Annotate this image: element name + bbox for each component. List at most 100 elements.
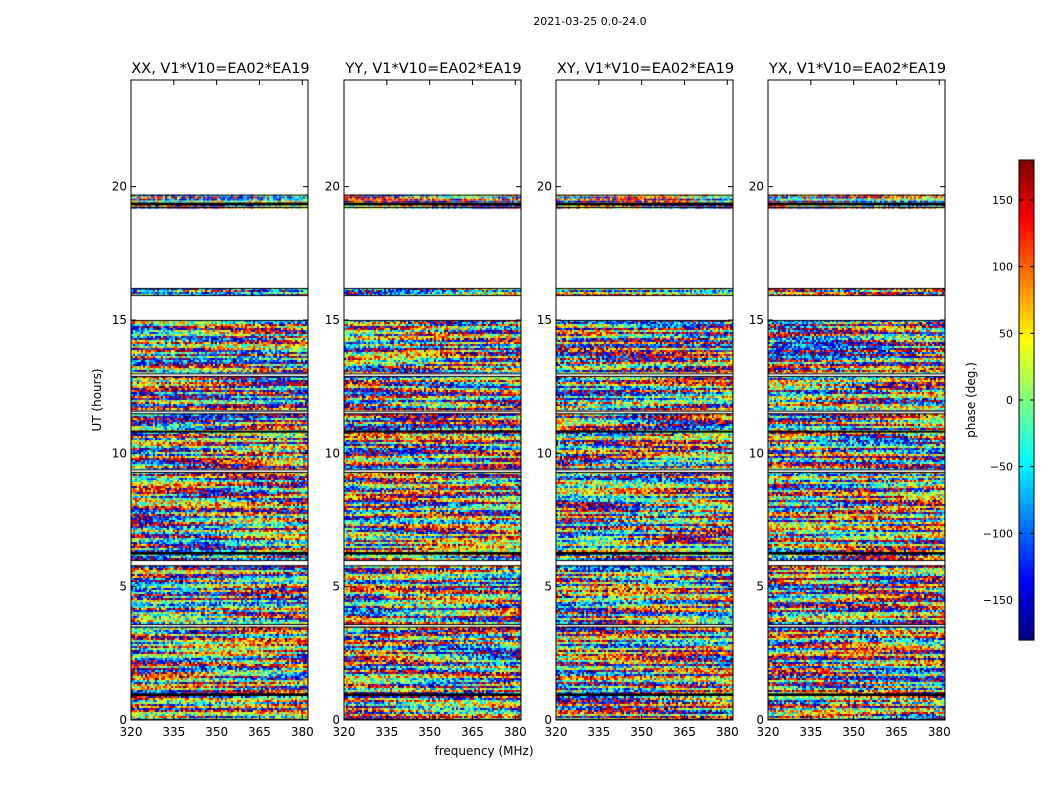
colorbar-tick-label: −150 (983, 594, 1013, 607)
colorbar-segment (1019, 440, 1034, 445)
colorbar-segment (1019, 356, 1034, 361)
colorbar-segment (1019, 168, 1034, 173)
panel-xy: XY, V1*V10=EA02*EA19 320 335 350 365 380 0 5 10 1… (537, 61, 739, 739)
colorbar-segment (1019, 604, 1034, 609)
colorbar-segment (1019, 560, 1034, 565)
colorbar-segment (1019, 368, 1034, 373)
colorbar-segment (1019, 232, 1034, 237)
colorbar-segment (1019, 216, 1034, 221)
colorbar-segment (1019, 616, 1034, 621)
colorbar-segment (1019, 612, 1034, 617)
colorbar-segment (1019, 180, 1034, 185)
colorbar-segment (1019, 176, 1034, 181)
colorbar-segment (1019, 588, 1034, 593)
colorbar-segment (1019, 292, 1034, 297)
colorbar-segment (1019, 492, 1034, 497)
colorbar-segment (1019, 376, 1034, 381)
colorbar-segment (1019, 600, 1034, 605)
colorbar-segment (1019, 252, 1034, 257)
colorbar-segment (1019, 540, 1034, 545)
y-tick-label: 0 (544, 713, 552, 727)
colorbar-segment (1019, 312, 1034, 317)
colorbar-segment (1019, 504, 1034, 509)
colorbar-segment (1019, 392, 1034, 397)
y-tick-label: 20 (537, 180, 552, 194)
y-tick-label: 10 (537, 446, 552, 460)
x-tick-label: 335 (162, 725, 185, 739)
colorbar-segment (1019, 468, 1034, 473)
colorbar-segment (1019, 580, 1034, 585)
colorbar-segment (1019, 384, 1034, 389)
y-tick-label: 15 (537, 313, 552, 327)
y-tick-label: 0 (332, 713, 340, 727)
colorbar-segment (1019, 288, 1034, 293)
y-tick-label: 5 (544, 580, 552, 594)
y-tick-label: 20 (112, 180, 127, 194)
y-tick-label: 5 (756, 580, 764, 594)
colorbar-segment (1019, 628, 1034, 633)
x-tick-label: 320 (757, 725, 780, 739)
colorbar-segment (1019, 636, 1034, 641)
y-tick-label: 15 (325, 313, 340, 327)
colorbar-segment (1019, 632, 1034, 637)
colorbar-segment (1019, 568, 1034, 573)
colorbar-segment (1019, 488, 1034, 493)
y-tick-label: 10 (749, 446, 764, 460)
colorbar-segment (1019, 444, 1034, 449)
colorbar-segment (1019, 272, 1034, 277)
colorbar-segment (1019, 424, 1034, 429)
y-tick-label: 15 (749, 313, 764, 327)
colorbar-segment (1019, 428, 1034, 433)
colorbar-segment (1019, 448, 1034, 453)
colorbar-segment (1019, 536, 1034, 541)
colorbar-segment (1019, 336, 1034, 341)
x-tick-label: 380 (928, 725, 951, 739)
x-tick-label: 365 (461, 725, 484, 739)
colorbar-tick-label: 150 (992, 194, 1013, 207)
panel-xx: XX, V1*V10=EA02*EA19 320 335 350 365 380 0 5 10 1… (112, 61, 314, 739)
colorbar-segment (1019, 584, 1034, 589)
colorbar-segment (1019, 572, 1034, 577)
colorbar-segment (1019, 164, 1034, 169)
colorbar-segment (1019, 188, 1034, 193)
y-tick-label: 10 (325, 446, 340, 460)
colorbar-segment (1019, 508, 1034, 513)
panels: XX, V1*V10=EA02*EA19 320 335 350 365 380 0 5 10 1… (112, 61, 951, 739)
panel-frame (555, 79, 734, 721)
panel-title: YY, V1*V10=EA02*EA19 (344, 61, 521, 77)
colorbar-segment (1019, 400, 1034, 405)
colorbar-segment (1019, 352, 1034, 357)
x-tick-label: 350 (630, 725, 653, 739)
y-tick-label: 5 (119, 580, 127, 594)
colorbar-segment (1019, 172, 1034, 177)
colorbar-segment (1019, 192, 1034, 197)
panel-title: XY, V1*V10=EA02*EA19 (557, 61, 734, 77)
colorbar-segment (1019, 304, 1034, 309)
heatmap-image (344, 80, 521, 720)
x-tick-label: 380 (716, 725, 739, 739)
colorbar-segment (1019, 212, 1034, 217)
panel-title: YX, V1*V10=EA02*EA19 (768, 61, 946, 77)
colorbar-segment (1019, 300, 1034, 305)
colorbar-segment (1019, 284, 1034, 289)
colorbar-segment (1019, 224, 1034, 229)
colorbar-segment (1019, 608, 1034, 613)
colorbar-segment (1019, 268, 1034, 273)
colorbar-segment (1019, 512, 1034, 517)
colorbar-segment (1019, 372, 1034, 377)
colorbar-segment (1019, 524, 1034, 529)
colorbar-tick-label: 100 (992, 261, 1013, 274)
colorbar-segment (1019, 248, 1034, 253)
colorbar-segment (1019, 532, 1034, 537)
colorbar-segment (1019, 228, 1034, 233)
colorbar-segment (1019, 404, 1034, 409)
x-tick-label: 365 (248, 725, 271, 739)
colorbar-segment (1019, 328, 1034, 333)
colorbar-segment (1019, 308, 1034, 313)
x-tick-label: 365 (673, 725, 696, 739)
colorbar-tick-label: 0 (1006, 394, 1013, 407)
y-tick-label: 5 (332, 580, 340, 594)
panel-frame (130, 79, 309, 721)
colorbar-tick-label: −100 (983, 527, 1013, 540)
colorbar-segment (1019, 276, 1034, 281)
